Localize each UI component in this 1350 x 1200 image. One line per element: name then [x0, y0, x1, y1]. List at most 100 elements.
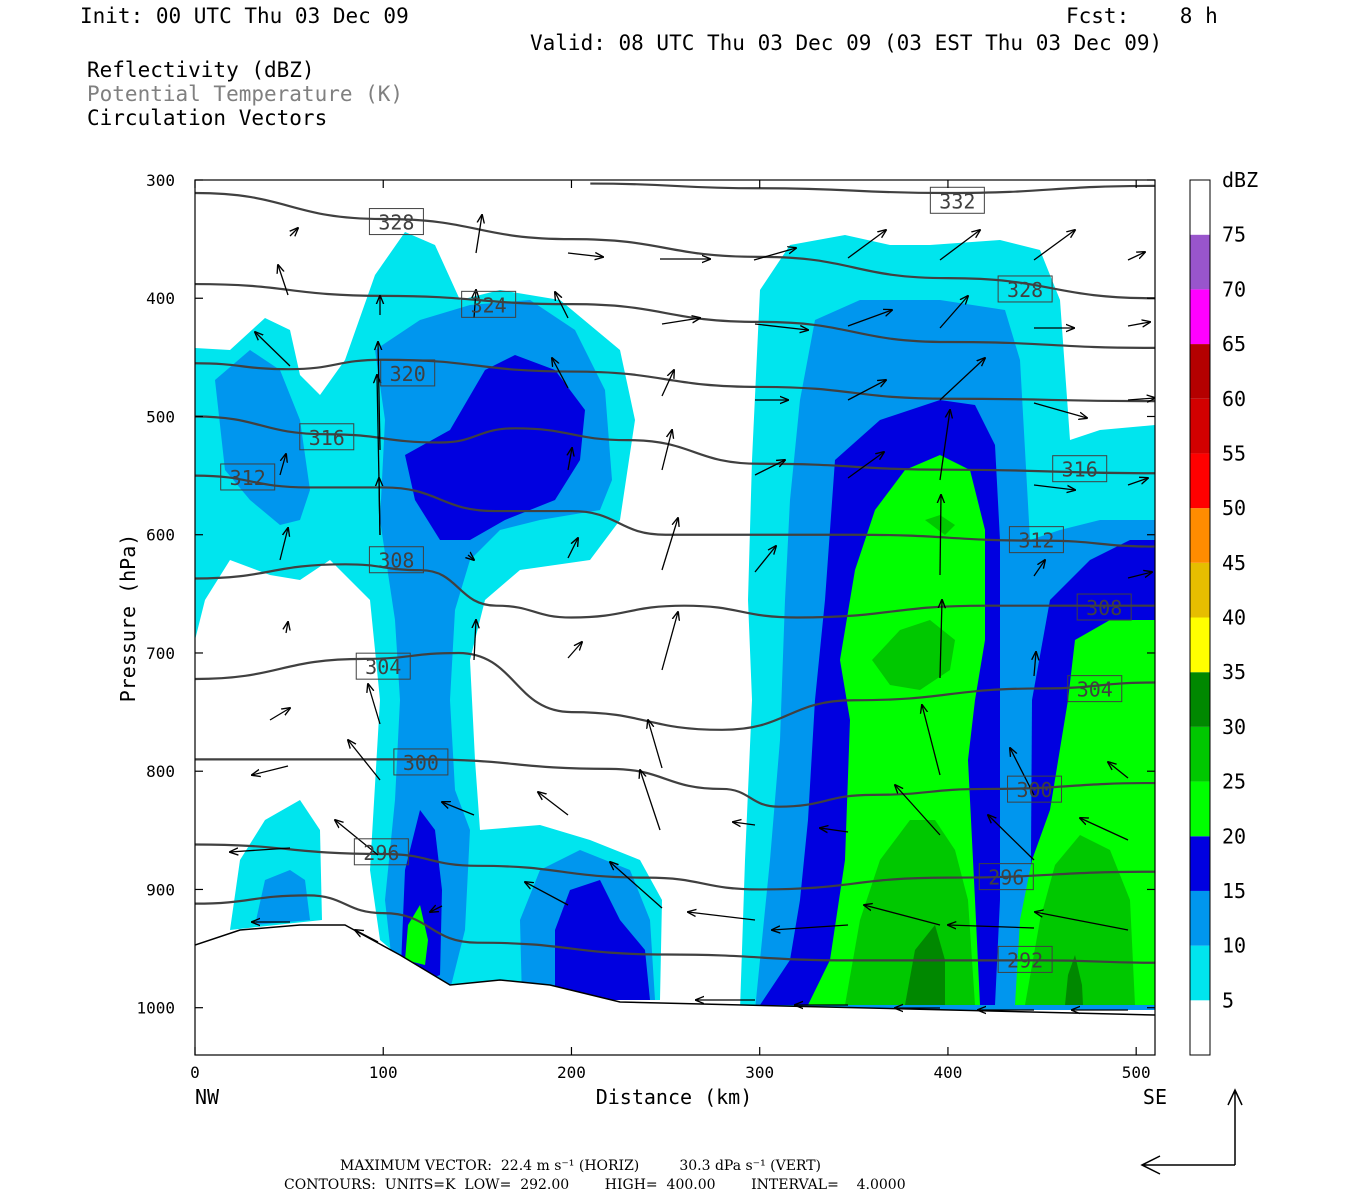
- circulation-vector: [1127, 478, 1148, 486]
- theta-contour-332: [590, 182, 1155, 195]
- circulation-vector: [474, 620, 476, 661]
- colorbar-bin: [1190, 562, 1210, 618]
- plot-frame: [194, 179, 1156, 1056]
- colorbar-level-label: 70: [1222, 277, 1246, 301]
- colorbar-level-label: 35: [1222, 660, 1246, 684]
- terrain: [195, 925, 1155, 1055]
- theta-label-text: 296: [988, 866, 1024, 890]
- circulation-vector: [255, 332, 291, 367]
- circulation-vector: [940, 600, 942, 679]
- colorbar-bin: [1190, 890, 1210, 946]
- colorbar-level-label: 50: [1222, 496, 1246, 520]
- distance-axis: 0 100 200 300 400 500: [190, 180, 1151, 1082]
- theta-label-312: 312: [220, 463, 276, 491]
- reflectivity-field: 332 328 328 324 320 316 316 312 312 308 308 304 304 3…: [195, 182, 1155, 1055]
- circulation-vectors: [230, 215, 1155, 1010]
- circulation-vector: [939, 296, 968, 329]
- field-label-circulation-vectors: Circulation Vectors: [87, 106, 328, 130]
- init-time: Init: 00 UTC Thu 03 Dec 09: [80, 4, 409, 28]
- theta-label-324: 324: [461, 290, 517, 318]
- circulation-vector: [661, 318, 700, 325]
- colorbar-bin: [1190, 508, 1210, 563]
- circulation-vector: [567, 253, 603, 257]
- colorbar-bin: [1190, 234, 1210, 290]
- circulation-vector: [230, 848, 291, 852]
- theta-contour-308: [195, 563, 1155, 619]
- colorbar-level-label: 65: [1222, 332, 1246, 356]
- x-end-label-nw: NW: [195, 1085, 220, 1109]
- theta-contour-316: [195, 415, 1155, 475]
- circulation-vector: [474, 290, 476, 319]
- circulation-vector: [1035, 912, 1129, 931]
- colorbar-level-label: 15: [1222, 879, 1246, 903]
- potential-temperature-labels: 332 328 328 324 320 316 316 312 312 308 308 304 304 3…: [220, 186, 1132, 973]
- contour-info-note: CONTOURS: UNITS=K LOW= 292.00 HIGH= 400.…: [284, 1177, 906, 1193]
- colorbar-bin: [1190, 945, 1210, 1001]
- theta-contour-328: [195, 191, 1155, 300]
- circulation-vector: [661, 370, 674, 397]
- circulation-vector: [988, 815, 1035, 861]
- circulation-vector: [688, 912, 756, 921]
- circulation-vector: [567, 642, 582, 659]
- x-axis-label: Distance (km): [596, 1085, 753, 1109]
- colorbar-bin: [1190, 1000, 1210, 1055]
- x-tick-label: 400: [933, 1063, 962, 1082]
- theta-label-308: 308: [1076, 593, 1132, 621]
- colorbar-bin: [1190, 180, 1210, 235]
- colorbar-level-label: 25: [1222, 770, 1246, 794]
- y-tick-label: 400: [146, 289, 175, 308]
- circulation-vector: [468, 555, 474, 560]
- theta-label-300: 300: [393, 748, 449, 776]
- forecast-hour: Fcst: 8 h: [1066, 4, 1218, 28]
- colorbar-bin: [1190, 398, 1210, 454]
- colorbar-level-label: 30: [1222, 715, 1246, 739]
- circulation-vector: [754, 323, 808, 330]
- circulation-vector: [895, 785, 941, 836]
- theta-label-308: 308: [368, 546, 424, 574]
- colorbar-bin: [1190, 726, 1210, 782]
- circulation-vector: [922, 705, 941, 776]
- circulation-vector: [335, 820, 379, 856]
- theta-label-text: 308: [378, 549, 414, 573]
- theta-label-text: 292: [1007, 948, 1043, 972]
- theta-label-296: 296: [978, 863, 1034, 891]
- colorbar-bin: [1190, 836, 1210, 891]
- circulation-vector: [610, 862, 663, 909]
- y-tick-label: 900: [146, 880, 175, 899]
- theta-contour-320: [195, 358, 1155, 403]
- circulation-vector: [940, 495, 941, 576]
- theta-label-304: 304: [1067, 675, 1123, 703]
- circulation-vector: [1033, 230, 1075, 261]
- y-tick-label: 1000: [136, 999, 175, 1018]
- circulation-vector: [847, 452, 884, 479]
- theta-contour-300: [195, 758, 1155, 808]
- colorbar-level-label: 40: [1222, 606, 1246, 630]
- colorbar-bin: [1190, 672, 1210, 727]
- circulation-vector: [269, 708, 290, 721]
- theta-label-312: 312: [1008, 526, 1064, 554]
- theta-contour-312: [195, 474, 1155, 548]
- circulation-vector: [567, 538, 578, 559]
- y-tick-label: 600: [146, 526, 175, 545]
- circulation-vector: [1127, 398, 1155, 400]
- circulation-vector: [661, 612, 678, 671]
- circulation-vector: [475, 215, 482, 254]
- circulation-vector: [442, 802, 475, 816]
- colorbar-level-label: 60: [1222, 387, 1246, 411]
- circulation-vector: [378, 342, 380, 451]
- colorbar-bin: [1190, 453, 1210, 509]
- max-vector-note: MAXIMUM VECTOR: 22.4 m s⁻¹ (HORIZ) 30.3 …: [340, 1158, 822, 1174]
- x-tick-label: 0: [190, 1063, 200, 1082]
- circulation-vector: [279, 454, 286, 476]
- terrain-outline: [195, 924, 1155, 1016]
- colorbar-level-label: 75: [1222, 223, 1246, 247]
- circulation-vector: [1033, 402, 1087, 418]
- circulation-vector: [348, 740, 381, 781]
- theta-label-text: 312: [230, 466, 266, 490]
- circulation-vector: [753, 248, 796, 261]
- theta-contour-324: [195, 282, 1155, 350]
- circulation-vector: [290, 228, 298, 236]
- circulation-vector: [552, 358, 569, 389]
- colorbar-bin: [1190, 617, 1210, 673]
- y-axis-label: Pressure (hPa): [116, 534, 140, 703]
